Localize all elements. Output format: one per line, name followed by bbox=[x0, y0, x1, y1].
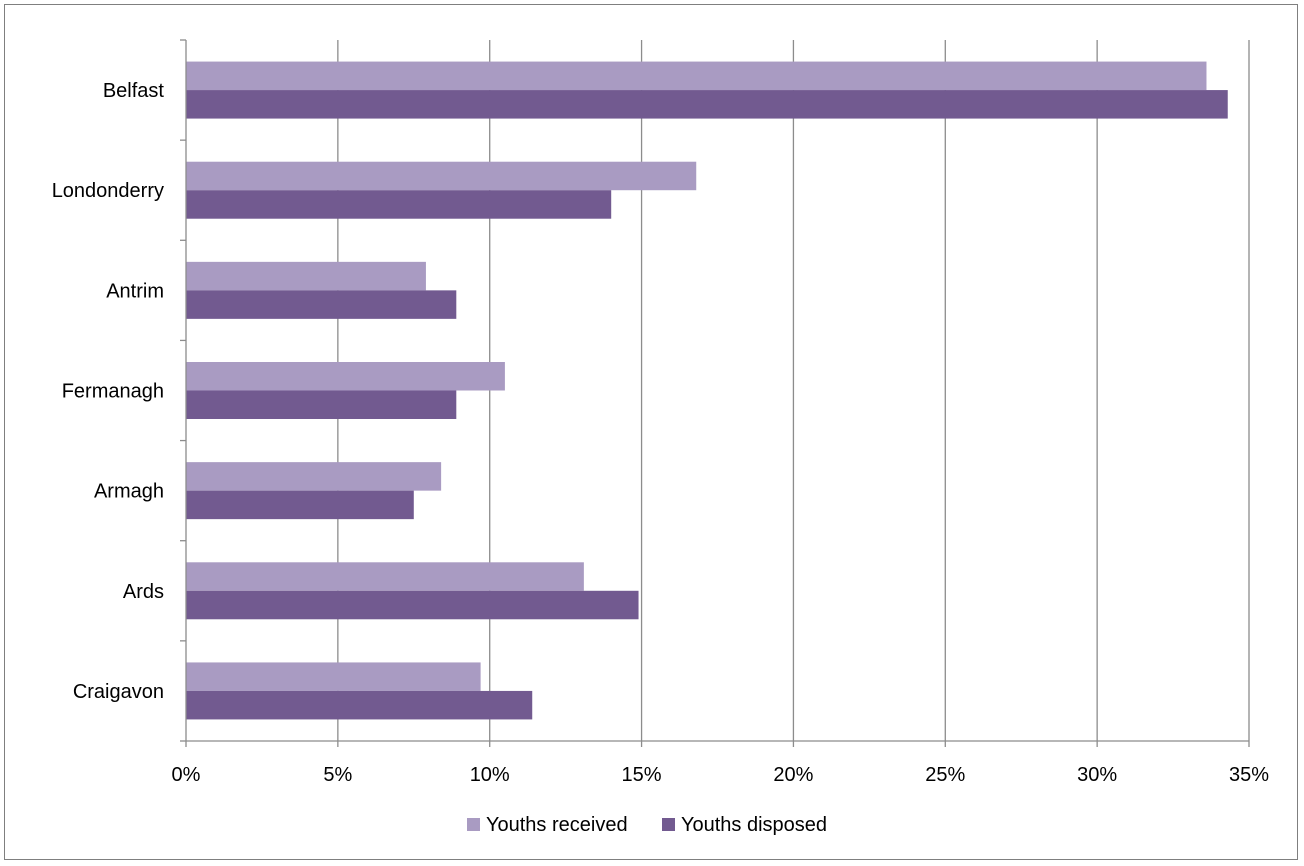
bar-youths-received bbox=[186, 261, 426, 291]
bar-youths-received bbox=[186, 61, 1207, 91]
x-tick-label: 10% bbox=[470, 764, 510, 786]
category-label: Craigavon bbox=[73, 681, 164, 703]
category-label: Fermanagh bbox=[62, 381, 164, 403]
axes bbox=[180, 39, 1250, 747]
legend-swatch bbox=[662, 818, 675, 831]
category-label: Antrim bbox=[106, 280, 164, 302]
bar-youths-disposed bbox=[186, 90, 1228, 119]
bar-youths-disposed bbox=[186, 590, 639, 620]
bar-youths-received bbox=[186, 662, 481, 691]
bar-chart: 0% 5% 10% 15% 20% 25% 30% 35% Belfast Londonderry… bbox=[52, 39, 1270, 836]
x-tick-label: 15% bbox=[622, 764, 662, 786]
bar-youths-disposed bbox=[186, 690, 533, 720]
category-label: Belfast bbox=[103, 80, 165, 102]
chart-frame: 0% 5% 10% 15% 20% 25% 30% 35% Belfast Londonderry… bbox=[4, 4, 1298, 860]
bar-youths-disposed bbox=[186, 390, 457, 419]
legend-label: Youths disposed bbox=[681, 814, 827, 836]
bars bbox=[186, 61, 1228, 720]
x-tick-label: 30% bbox=[1077, 764, 1117, 786]
x-tick-label: 5% bbox=[323, 764, 352, 786]
bar-youths-disposed bbox=[186, 490, 414, 520]
category-label: Armagh bbox=[94, 481, 164, 503]
legend-label: Youths received bbox=[486, 814, 628, 836]
x-tick-label: 35% bbox=[1229, 764, 1269, 786]
x-tick-label: 0% bbox=[172, 764, 201, 786]
category-label: Ards bbox=[123, 581, 164, 603]
axis-labels: 0% 5% 10% 15% 20% 25% 30% 35% Belfast Londonderry… bbox=[52, 80, 1270, 786]
bar-youths-received bbox=[186, 562, 584, 591]
legend: Youths received Youths disposed bbox=[467, 814, 827, 836]
bar-youths-received bbox=[186, 462, 442, 491]
x-tick-label: 20% bbox=[773, 764, 813, 786]
legend-swatch bbox=[467, 818, 480, 831]
gridlines bbox=[337, 40, 1250, 741]
bar-youths-disposed bbox=[186, 290, 457, 319]
x-tick-label: 25% bbox=[925, 764, 965, 786]
bar-youths-received bbox=[186, 161, 697, 191]
category-label: Londonderry bbox=[52, 180, 164, 202]
bar-youths-disposed bbox=[186, 190, 612, 219]
bar-youths-received bbox=[186, 362, 505, 391]
